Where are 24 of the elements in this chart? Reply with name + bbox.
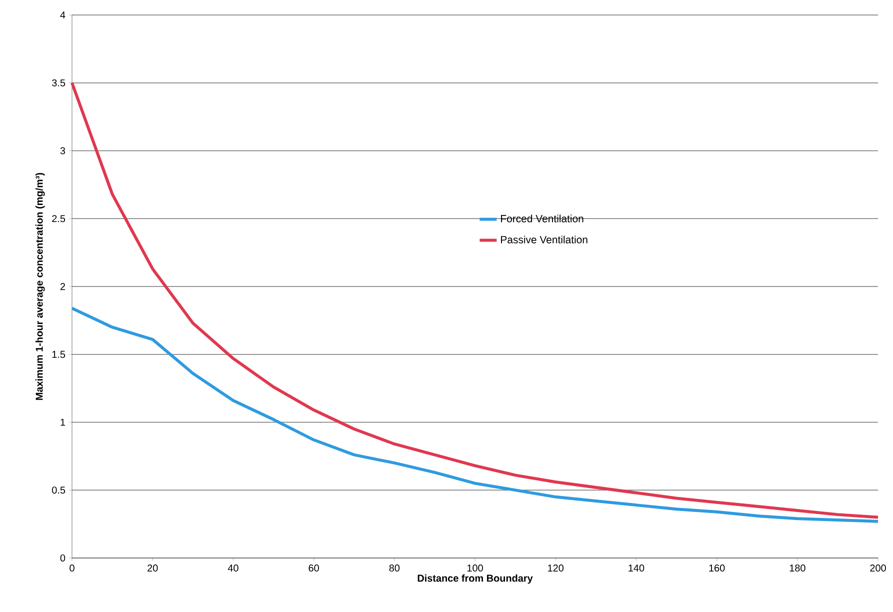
y-tick-label: 3.5 [52, 79, 66, 86]
x-tick-label: 120 [548, 564, 564, 572]
y-tick-label: 0.5 [52, 486, 66, 494]
y-tick-label: 2 [60, 283, 65, 290]
y-tick-label: 1 [60, 418, 66, 426]
x-tick-label: 60 [308, 564, 319, 572]
x-tick-label: 140 [628, 564, 644, 572]
x-tick-label: 40 [228, 564, 238, 572]
y-tick-label: 1.5 [52, 350, 66, 358]
x-tick-label: 80 [389, 564, 400, 572]
y-axis-title: Maximum 1-hour average concentration (mg/m³) [35, 172, 45, 400]
y-tick-label: 4 [60, 12, 66, 18]
y-tick-label: 0 [60, 554, 66, 562]
x-tick-label: 160 [709, 564, 725, 572]
y-tick-label: 2.5 [52, 215, 66, 222]
x-tick-label: 0 [70, 564, 74, 572]
x-axis-title: Distance from Boundary [418, 574, 533, 584]
legend-label: Forced Ventilation [501, 214, 584, 222]
x-tick-label: 20 [148, 564, 158, 572]
x-tick-label: 180 [790, 564, 806, 572]
y-tick-label: 3 [60, 147, 66, 154]
x-tick-label: 200 [870, 564, 886, 572]
x-tick-label: 100 [467, 564, 483, 572]
legend-label: Passive Ventilation [501, 236, 588, 244]
